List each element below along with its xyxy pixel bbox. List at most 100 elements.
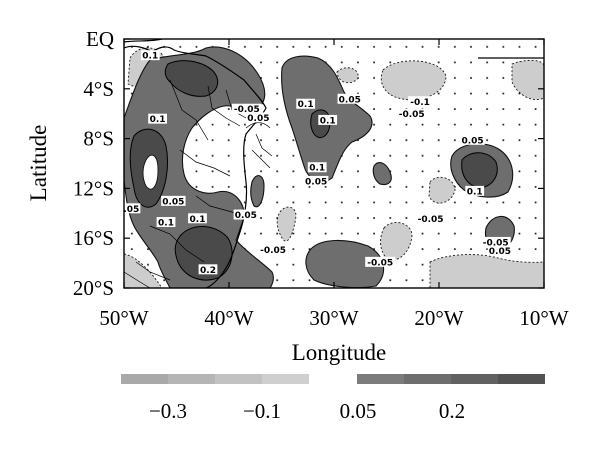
contour-label-bg — [318, 114, 338, 125]
strong-positive-region — [164, 60, 219, 97]
contour-label-bg — [307, 162, 327, 173]
positive-region — [305, 239, 385, 288]
contour-label: 0.05 — [339, 95, 361, 105]
negative-region — [511, 59, 544, 100]
y-tick-label: EQ — [86, 27, 114, 51]
contour-label-bg — [337, 93, 362, 104]
colorbar-swatch-negative — [262, 374, 309, 384]
colorbar-swatch-positive — [357, 374, 404, 384]
border — [245, 122, 271, 129]
contour-label-bg — [487, 245, 513, 256]
contour-label-bg — [296, 98, 316, 109]
contour-label-bg — [156, 217, 176, 228]
negative-region — [429, 254, 544, 288]
strong-positive-region — [174, 226, 233, 281]
contour-label-bg — [140, 50, 160, 61]
x-axis-title: Longitude — [292, 340, 387, 365]
y-axis-ticks: EQ 4°S 8°S 12°S 16°S 20°S — [73, 27, 544, 300]
x-tick-label: 40°W — [204, 306, 253, 330]
border — [179, 149, 231, 177]
negative-region — [380, 60, 447, 101]
negative-region — [336, 67, 359, 84]
y-tick-label: 8°S — [83, 127, 114, 151]
contour-label: 0.1 — [298, 100, 314, 110]
x-tick-label: 20°W — [414, 306, 463, 330]
y-tick-label: 20°S — [73, 276, 114, 300]
contour-label: 0.05 — [235, 211, 257, 221]
contour-label: 0.1 — [150, 115, 166, 125]
y-tick-label: 12°S — [73, 176, 114, 200]
colorbar-swatch-negative — [168, 374, 215, 384]
coastline — [124, 45, 267, 288]
y-axis-title: Latitude — [26, 125, 51, 202]
positive-region — [372, 162, 392, 186]
contour-label-bg — [198, 264, 218, 275]
x-axis-ticks: 50°W 40°W 30°W 20°W 10°W — [99, 39, 569, 330]
colorbar-label: 0.2 — [439, 399, 465, 423]
colorbar-swatch-positive — [451, 374, 498, 384]
contour-label: 0.05 — [461, 136, 483, 146]
contour-label-bg — [124, 203, 141, 214]
contour-label-bg — [188, 213, 207, 224]
contour-label: 0.1 — [309, 164, 325, 174]
colorbar-swatch-positive — [498, 374, 545, 384]
border — [255, 133, 273, 157]
weak-region-hole — [142, 154, 159, 190]
contour-label-bg — [460, 134, 485, 145]
positive-region — [250, 175, 265, 208]
contour-label: -0.05 — [399, 110, 425, 120]
contour-label-bg — [407, 96, 433, 107]
contour-label-bg — [465, 185, 485, 196]
plot-content: 0.1-0.050.050.10.1 0.050.1-0.1-0.050.050.… — [117, 39, 544, 288]
border — [149, 225, 205, 263]
contour-label: 0.05 — [162, 197, 184, 207]
contour-label: -0.05 — [483, 238, 509, 248]
colorbar-swatch-negative — [121, 374, 168, 384]
y-tick-label: 16°S — [73, 226, 114, 250]
contour-label-bg — [233, 209, 258, 220]
contour-label-bg — [258, 244, 289, 255]
contour-label: 0.05 — [305, 177, 327, 187]
negative-region — [124, 253, 163, 288]
border — [207, 85, 241, 127]
colorbar-labels: −0.3 −0.1 0.05 0.2 — [149, 399, 465, 423]
colorbar-label: 0.05 — [340, 399, 377, 423]
contour-label: -0.05 — [234, 105, 260, 115]
border — [124, 271, 151, 288]
colorbar — [121, 374, 545, 384]
contour-labels: 0.1-0.050.050.10.1 0.050.1-0.1-0.050.050.… — [117, 50, 513, 276]
strong-positive-region — [461, 152, 498, 189]
contour-label: -0.1 — [410, 98, 430, 108]
contour-label: -0.05 — [418, 215, 444, 225]
contour-label-bg — [148, 113, 167, 124]
positive-region-coastal — [124, 46, 274, 288]
negative-region — [428, 176, 456, 204]
colorbar-swatch-negative — [215, 374, 262, 384]
contour-label: -0.05 — [260, 246, 286, 256]
negative-region — [276, 206, 297, 242]
x-tick-label: 30°W — [309, 306, 358, 330]
contour-label: 0.05 — [489, 247, 511, 257]
border — [169, 79, 209, 141]
contour-label: 0.1 — [320, 116, 336, 126]
contour-label: 0.1 — [142, 52, 158, 62]
x-tick-label: 50°W — [99, 306, 148, 330]
contour-label: 0.1 — [158, 219, 174, 229]
contour-label-bg — [303, 175, 329, 186]
contour-label-bg — [480, 236, 511, 247]
contour-label: 0.05 — [117, 205, 139, 215]
contour-label: -0.05 — [367, 258, 393, 268]
contour-label-bg — [246, 112, 271, 123]
interior-borders — [124, 79, 273, 288]
contour-label-bg — [161, 195, 186, 206]
negative-region — [380, 221, 413, 261]
x-tick-label: 10°W — [519, 306, 568, 330]
contour-label-bg — [415, 213, 446, 224]
colorbar-label: −0.3 — [149, 399, 187, 423]
border — [251, 149, 271, 169]
contour-label: 0.1 — [467, 187, 483, 197]
contour-label: 0.2 — [200, 266, 216, 276]
negative-anomaly-regions — [124, 47, 544, 288]
contour-label-bg — [231, 103, 262, 114]
